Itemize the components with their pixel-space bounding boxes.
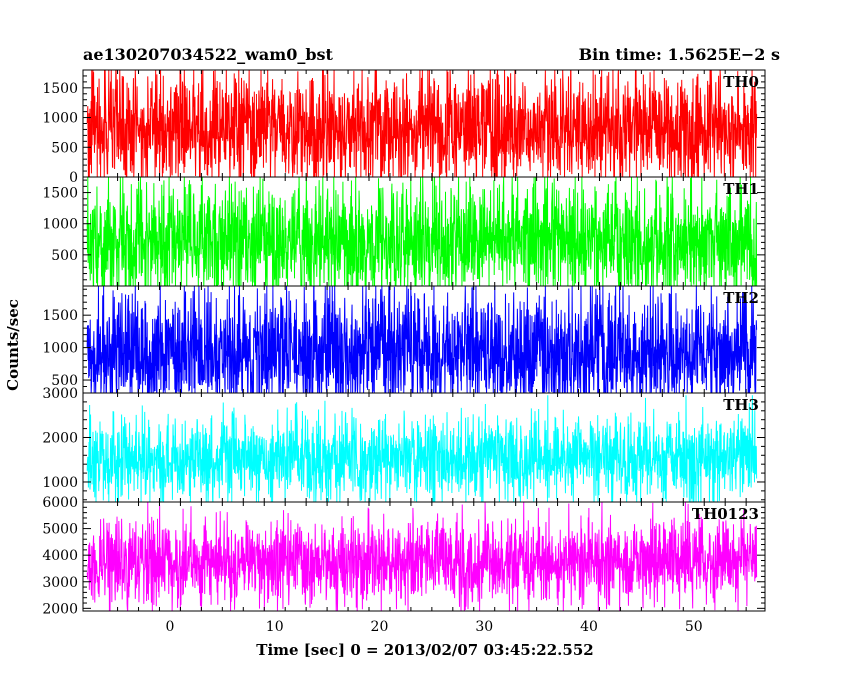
y-tick-label: 2000 bbox=[42, 601, 78, 617]
x-tick-label: 0 bbox=[165, 619, 174, 635]
y-tick-label: 0 bbox=[69, 170, 78, 186]
x-tick-label: 20 bbox=[371, 619, 389, 635]
series-label-th2: TH2 bbox=[723, 289, 759, 307]
panel-th2: 500 1000 1500 TH2 bbox=[42, 285, 766, 394]
y-axis-label: Counts/sec bbox=[4, 299, 22, 391]
series-line-th0 bbox=[86, 69, 758, 178]
y-tick-label: 1000 bbox=[42, 475, 78, 491]
y-tick-label: 5000 bbox=[42, 522, 78, 538]
series-line-th1 bbox=[86, 176, 758, 288]
y-tick-label: 3000 bbox=[42, 386, 78, 402]
panel-th0: 0 500 1000 1500 TH0 bbox=[42, 69, 766, 186]
panel-th3: 1000 2000 3000 TH3 bbox=[42, 386, 766, 503]
series-label-th3: TH3 bbox=[723, 396, 759, 414]
y-tick-label: 1500 bbox=[42, 186, 78, 202]
series-line-th2 bbox=[86, 285, 758, 394]
x-tick-label: 50 bbox=[685, 619, 703, 635]
y-tick-label: 1500 bbox=[42, 81, 78, 97]
x-tick-label: 40 bbox=[580, 619, 598, 635]
y-tick-label: 1000 bbox=[42, 341, 78, 357]
series-line-th3 bbox=[86, 395, 758, 503]
figure-title: ae130207034522_wam0_bst bbox=[83, 45, 334, 64]
y-tick-label: 500 bbox=[51, 373, 78, 389]
y-tick-label: 2000 bbox=[42, 430, 78, 446]
x-axis-label: Time [sec] 0 = 2013/02/07 03:45:22.552 bbox=[256, 641, 593, 659]
x-tick-label: 10 bbox=[266, 619, 284, 635]
bin-time-label: Bin time: 1.5625E−2 s bbox=[579, 45, 780, 64]
panel-th0123: 2000 3000 4000 5000 6000 TH0123 bbox=[42, 495, 766, 617]
series-label-th0123: TH0123 bbox=[692, 505, 759, 523]
series-label-th1: TH1 bbox=[723, 180, 759, 198]
panel-th1: 500 1000 1500 TH1 bbox=[42, 176, 766, 288]
panel-frame bbox=[82, 501, 766, 612]
series-label-th0: TH0 bbox=[723, 73, 759, 91]
series-line-th0123 bbox=[86, 501, 758, 612]
y-tick-label: 1000 bbox=[42, 217, 78, 233]
y-tick-label: 6000 bbox=[42, 495, 78, 511]
y-tick-label: 1500 bbox=[42, 308, 78, 324]
y-tick-label: 500 bbox=[51, 140, 78, 156]
y-tick-label: 3000 bbox=[42, 575, 78, 591]
y-tick-label: 1000 bbox=[42, 111, 78, 127]
x-tick-label: 30 bbox=[475, 619, 493, 635]
y-tick-label: 4000 bbox=[42, 548, 78, 564]
y-tick-label: 500 bbox=[51, 248, 78, 264]
